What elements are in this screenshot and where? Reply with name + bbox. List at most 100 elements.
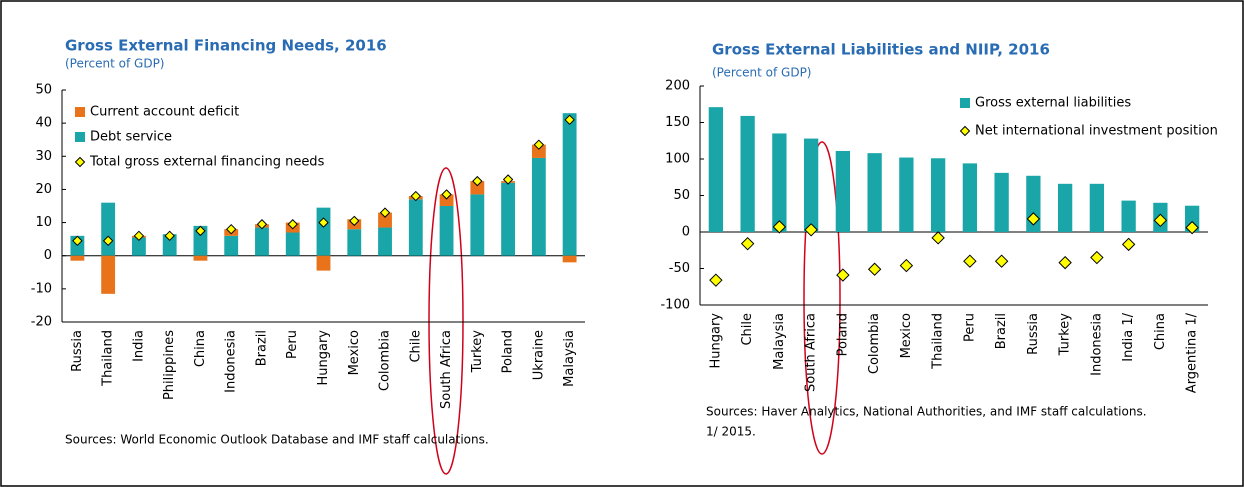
bar	[962, 163, 978, 232]
marker	[133, 230, 145, 242]
bar	[708, 107, 724, 232]
legend-swatch	[75, 107, 85, 117]
y-tick-label: 200	[665, 79, 690, 94]
x-tick-label: Chile	[740, 313, 755, 346]
note: Sources: Haver Analytics, National Autho…	[706, 405, 1147, 419]
bar	[193, 225, 208, 256]
bar	[501, 182, 516, 256]
note: 1/ 2015.	[706, 425, 756, 439]
x-tick-label: Malaysia	[562, 330, 577, 387]
legend-label: Debt service	[90, 130, 172, 145]
marker	[1058, 255, 1072, 270]
y-tick-label: -50	[669, 261, 690, 276]
legend-label: Net international investment position	[975, 124, 1218, 139]
bar	[867, 153, 882, 232]
bar	[531, 157, 546, 256]
bar	[347, 229, 362, 256]
chart-title: Gross External Liabilities and NIIP, 201…	[712, 41, 1050, 59]
marker	[740, 236, 755, 251]
bar	[439, 206, 454, 256]
chart-title: Gross External Financing Needs, 2016	[65, 37, 387, 55]
bar	[1121, 200, 1136, 232]
marker	[472, 175, 483, 187]
y-tick-label: -20	[31, 315, 52, 330]
bar	[439, 194, 454, 206]
bar	[285, 232, 300, 256]
legend-swatch	[75, 132, 85, 142]
y-tick-label: 40	[35, 116, 52, 131]
marker	[225, 223, 237, 235]
x-tick-label: Russia	[1026, 313, 1041, 355]
marker	[102, 235, 114, 247]
x-tick-label: South Africa	[439, 330, 454, 409]
chart-subtitle: (Percent of GDP)	[712, 66, 812, 80]
bar	[131, 237, 146, 256]
x-tick-label: Mexico	[347, 330, 362, 375]
bar	[899, 157, 914, 232]
marker	[72, 235, 83, 247]
marker	[379, 207, 391, 218]
bar	[470, 194, 485, 256]
marker	[836, 268, 850, 282]
bar	[408, 199, 423, 256]
bar	[162, 234, 177, 256]
marker	[931, 231, 945, 245]
bar	[101, 202, 116, 256]
bar	[531, 144, 546, 158]
marker	[195, 225, 206, 237]
x-tick-label: China	[1153, 313, 1168, 350]
x-tick-label: Indonesia	[1089, 313, 1104, 376]
bar	[562, 255, 577, 263]
marker	[564, 114, 575, 126]
x-tick-label: Brazil	[254, 330, 269, 366]
legend-swatch	[74, 156, 86, 168]
x-tick-label: Colombia	[867, 313, 882, 374]
marker	[1026, 212, 1041, 226]
marker	[256, 219, 268, 230]
y-tick-label: 30	[35, 149, 52, 164]
marker	[1090, 250, 1104, 265]
y-tick-label: -10	[31, 281, 52, 296]
bar	[193, 255, 208, 261]
bar	[224, 235, 239, 256]
legend-label: Current account deficit	[90, 105, 239, 120]
marker	[994, 254, 1009, 268]
x-tick-label: Colombia	[378, 330, 393, 391]
bar	[803, 138, 819, 232]
y-tick-label: 150	[665, 115, 690, 130]
marker	[772, 220, 787, 234]
bar	[378, 227, 392, 256]
bar	[930, 158, 946, 232]
bar	[255, 227, 269, 256]
bar	[316, 255, 331, 271]
marker	[709, 273, 723, 287]
marker	[1153, 213, 1168, 228]
x-tick-label: Peru	[962, 313, 977, 342]
x-tick-label: India 1/	[1121, 312, 1136, 361]
bar	[101, 255, 116, 294]
x-tick-label: Poland	[835, 313, 850, 356]
marker	[349, 215, 360, 227]
bar	[1057, 183, 1073, 232]
x-tick-label: Hungary	[708, 313, 723, 369]
y-tick-label: 100	[665, 152, 690, 167]
marker	[318, 217, 329, 228]
y-tick-label: 0	[44, 248, 52, 263]
y-tick-label: 0	[682, 225, 690, 240]
x-tick-label: Malaysia	[772, 313, 787, 370]
note: Sources: World Economic Outlook Database…	[65, 433, 489, 447]
x-tick-label: Turkey	[470, 330, 485, 374]
marker	[1185, 220, 1199, 235]
x-tick-label: Philippines	[162, 330, 177, 400]
marker	[1121, 237, 1136, 252]
marker	[441, 189, 452, 200]
x-tick-label: Peru	[285, 330, 300, 359]
marker	[164, 230, 175, 242]
bar	[740, 115, 755, 232]
y-tick-label: 50	[673, 188, 690, 203]
bar	[772, 133, 787, 232]
x-tick-label: Ukraine	[531, 330, 546, 380]
x-tick-label: Brazil	[994, 313, 1009, 349]
x-tick-label: Argentina 1/	[1185, 312, 1200, 393]
